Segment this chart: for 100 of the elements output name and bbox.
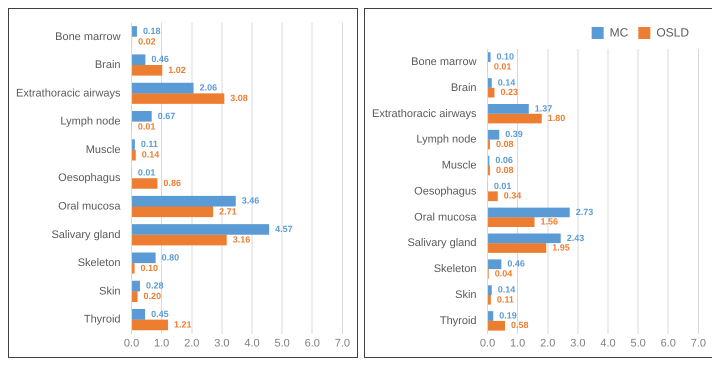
data-label: 0.19 xyxy=(499,310,517,320)
data-label: 0.14 xyxy=(142,150,160,160)
data-label: 1.80 xyxy=(548,113,566,124)
data-label: 3.08 xyxy=(230,93,248,104)
x-tick-label: 5.0 xyxy=(630,337,646,350)
bar xyxy=(132,196,236,206)
y-tick-label: Skeleton xyxy=(434,263,477,276)
data-label: 0.46 xyxy=(507,258,525,269)
data-label: 2.71 xyxy=(219,206,237,216)
x-tick-label: 1.0 xyxy=(154,337,170,350)
data-label: 0.01 xyxy=(494,181,512,192)
data-label: 3.16 xyxy=(232,234,250,245)
y-tick-label: Brain xyxy=(94,59,121,72)
bar xyxy=(488,294,491,305)
data-label: 3.46 xyxy=(242,196,260,206)
data-label: 0.67 xyxy=(158,110,176,121)
bar xyxy=(488,233,561,244)
y-tick-label: Extrathoracic airways xyxy=(372,108,478,120)
data-label: 4.57 xyxy=(275,224,293,234)
x-tick-label: 2.0 xyxy=(184,337,200,350)
data-label: 0.28 xyxy=(146,280,164,291)
data-label: 0.04 xyxy=(494,268,512,278)
data-label: 0.01 xyxy=(138,167,156,178)
data-label: 0.14 xyxy=(498,77,516,88)
bar xyxy=(132,54,146,66)
bar xyxy=(132,252,156,264)
bar xyxy=(132,26,137,37)
y-tick-label: Muscle xyxy=(442,160,477,172)
data-label: 0.58 xyxy=(511,320,529,330)
bar xyxy=(488,78,492,88)
x-tick-label: 7.0 xyxy=(690,337,706,350)
bar xyxy=(488,114,542,124)
y-tick-label: Skin xyxy=(99,285,121,298)
bar xyxy=(132,320,168,330)
bar xyxy=(488,130,500,140)
y-tick-label: Brain xyxy=(450,82,477,94)
x-tick-label: 3.0 xyxy=(214,337,230,350)
bar xyxy=(488,88,494,98)
x-tick-label: 4.0 xyxy=(244,337,260,350)
bar xyxy=(488,320,505,331)
bar xyxy=(132,150,136,161)
data-label: 2.06 xyxy=(200,82,218,93)
y-tick-label: Skeleton xyxy=(78,257,121,270)
bar xyxy=(488,104,529,114)
x-tick-label: 2.0 xyxy=(540,337,556,350)
bar xyxy=(488,243,546,253)
y-tick-label: Oral mucosa xyxy=(414,211,478,224)
bar xyxy=(132,291,138,302)
y-tick-label: Bone marrow xyxy=(411,56,477,68)
x-tick-label: 7.0 xyxy=(334,337,350,350)
bar xyxy=(132,139,135,150)
y-tick-label: Thyroid xyxy=(440,314,477,327)
y-tick-label: Thyroid xyxy=(84,314,121,326)
data-label: 0.10 xyxy=(496,52,514,62)
data-label: 0.01 xyxy=(494,61,512,72)
data-label: 0.86 xyxy=(163,178,181,188)
data-label: 0.01 xyxy=(138,121,156,132)
data-label: 2.73 xyxy=(576,206,594,217)
bar xyxy=(132,280,140,292)
legend-label: OSLD xyxy=(656,25,690,40)
x-tick-label: 6.0 xyxy=(304,337,320,350)
bar xyxy=(132,111,152,122)
data-label: 0.80 xyxy=(162,252,180,262)
data-label: 0.18 xyxy=(142,26,160,36)
y-tick-label: Oesophagus xyxy=(58,172,122,184)
data-label: 0.11 xyxy=(496,294,514,304)
y-tick-label: Skin xyxy=(455,288,477,301)
data-label: 0.08 xyxy=(496,138,514,149)
y-tick-label: Bone marrow xyxy=(55,30,121,43)
bar xyxy=(132,309,146,320)
bar xyxy=(132,206,214,218)
bar xyxy=(132,178,158,189)
x-tick-label: 5.0 xyxy=(274,337,290,350)
data-label: 0.14 xyxy=(498,284,516,295)
bar xyxy=(488,285,492,295)
data-label: 1.02 xyxy=(168,64,186,75)
bar xyxy=(132,65,162,76)
y-tick-label: Extrathoracic airways xyxy=(16,87,122,100)
bar xyxy=(488,217,535,227)
data-label: 0.20 xyxy=(144,291,162,302)
y-tick-label: Lymph node xyxy=(416,134,477,146)
x-tick-label: 0.0 xyxy=(480,337,496,350)
bar xyxy=(132,82,194,94)
y-tick-label: Oral mucosa xyxy=(58,200,122,213)
bar xyxy=(488,191,498,202)
data-label: 0.34 xyxy=(504,190,522,201)
data-label: 0.45 xyxy=(151,308,169,319)
data-label: 0.46 xyxy=(151,54,169,64)
bar xyxy=(488,311,494,321)
data-label: 0.02 xyxy=(138,36,156,47)
data-label: 1.56 xyxy=(540,216,558,227)
data-label: 1.37 xyxy=(534,103,552,114)
data-label: 1.21 xyxy=(174,319,192,330)
x-tick-label: 4.0 xyxy=(600,337,616,350)
x-tick-label: 6.0 xyxy=(660,337,676,350)
data-label: 0.23 xyxy=(500,87,518,98)
bar xyxy=(488,52,491,62)
bar xyxy=(488,208,570,218)
data-label: 0.10 xyxy=(140,262,158,273)
y-tick-label: Oesophagus xyxy=(414,185,478,198)
